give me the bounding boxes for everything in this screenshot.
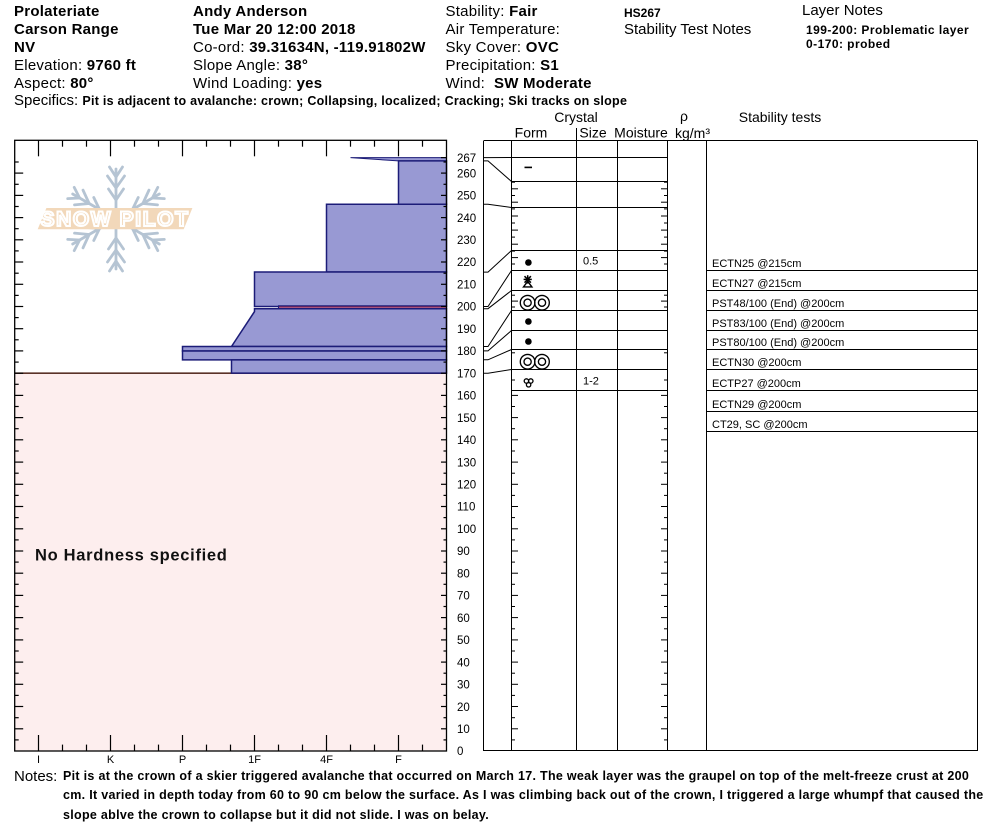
svg-text:Form: Form [515,125,548,141]
svg-text:200: 200 [457,302,476,314]
svg-text:60: 60 [457,613,470,625]
svg-text:Crystal: Crystal [554,109,598,125]
svg-text:90: 90 [457,546,470,558]
svg-text:240: 240 [457,213,476,225]
svg-text:230: 230 [457,235,476,247]
svg-text:30: 30 [457,680,470,692]
svg-text:1F: 1F [248,754,261,766]
svg-text:PST83/100 (End) @200cm: PST83/100 (End) @200cm [712,318,844,330]
svg-text:CT29, SC @200cm: CT29, SC @200cm [712,419,808,431]
svg-text:100: 100 [457,524,476,536]
svg-text:210: 210 [457,280,476,292]
svg-text:70: 70 [457,591,470,603]
svg-text:P: P [179,754,186,766]
svg-text:170: 170 [457,368,476,380]
svg-text:267: 267 [457,153,476,165]
svg-text:1-2: 1-2 [583,375,599,387]
svg-text:I: I [37,754,40,766]
svg-text:Stability tests: Stability tests [739,109,821,125]
svg-text:150: 150 [457,413,476,425]
svg-text:Size: Size [579,125,606,141]
svg-text:220: 220 [457,257,476,269]
svg-text:260: 260 [457,168,476,180]
svg-text:0.5: 0.5 [583,255,598,267]
svg-text:250: 250 [457,191,476,203]
svg-text:ECTN30 @200cm: ECTN30 @200cm [712,357,801,369]
svg-text:kg/m³: kg/m³ [675,125,710,141]
svg-text:No Hardness specified: No Hardness specified [35,547,228,565]
svg-text:ECTP27 @200cm: ECTP27 @200cm [712,378,801,390]
svg-text:ECTN25 @215cm: ECTN25 @215cm [712,258,801,270]
svg-text:4F: 4F [320,754,333,766]
svg-text:ρ: ρ [680,108,688,124]
svg-text:20: 20 [457,702,470,714]
svg-text:0: 0 [457,746,463,758]
svg-text:ECTN29 @200cm: ECTN29 @200cm [712,399,801,411]
svg-text:160: 160 [457,391,476,403]
svg-text:50: 50 [457,635,470,647]
svg-text:PST80/100 (End) @200cm: PST80/100 (End) @200cm [712,337,844,349]
svg-text:F: F [395,754,402,766]
svg-text:180: 180 [457,346,476,358]
svg-text:130: 130 [457,457,476,469]
svg-text:10: 10 [457,724,470,736]
svg-text:80: 80 [457,568,470,580]
svg-text:K: K [107,754,115,766]
svg-text:ECTN27 @215cm: ECTN27 @215cm [712,278,801,290]
svg-text:PST48/100 (End) @200cm: PST48/100 (End) @200cm [712,298,844,310]
svg-text:110: 110 [457,502,475,514]
svg-text:Moisture: Moisture [614,125,668,141]
svg-text:120: 120 [457,480,476,492]
svg-text:SNOW PILOT: SNOW PILOT [41,208,190,231]
svg-text:190: 190 [457,324,476,336]
svg-text:40: 40 [457,657,470,669]
svg-text:140: 140 [457,435,476,447]
